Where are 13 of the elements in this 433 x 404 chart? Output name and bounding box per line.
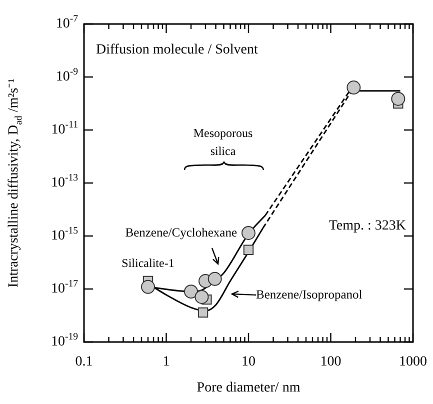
x-tick-label: 1000 (399, 354, 427, 370)
x-tick-label: 10 (242, 354, 256, 370)
x-axis-title: Pore diameter/ nm (196, 380, 300, 396)
x-tick-label: 100 (320, 354, 342, 370)
annotation: Diffusion molecule / Solvent (96, 42, 258, 58)
annotation: Mesoporous silica (193, 126, 253, 158)
x-tick-label: 0.1 (75, 354, 93, 370)
x-tick-label: 1 (162, 354, 170, 370)
series-label: Benzene/Cyclohexane (125, 225, 238, 240)
text: Benzene/Isopropanol (256, 287, 363, 302)
annotation: Temp. : 323K (328, 218, 406, 234)
annotation: Silicalite-1 (122, 256, 174, 270)
y-axis-title: Intracrystalline diffusivity, Dad /m²s⁻¹ (6, 78, 24, 288)
